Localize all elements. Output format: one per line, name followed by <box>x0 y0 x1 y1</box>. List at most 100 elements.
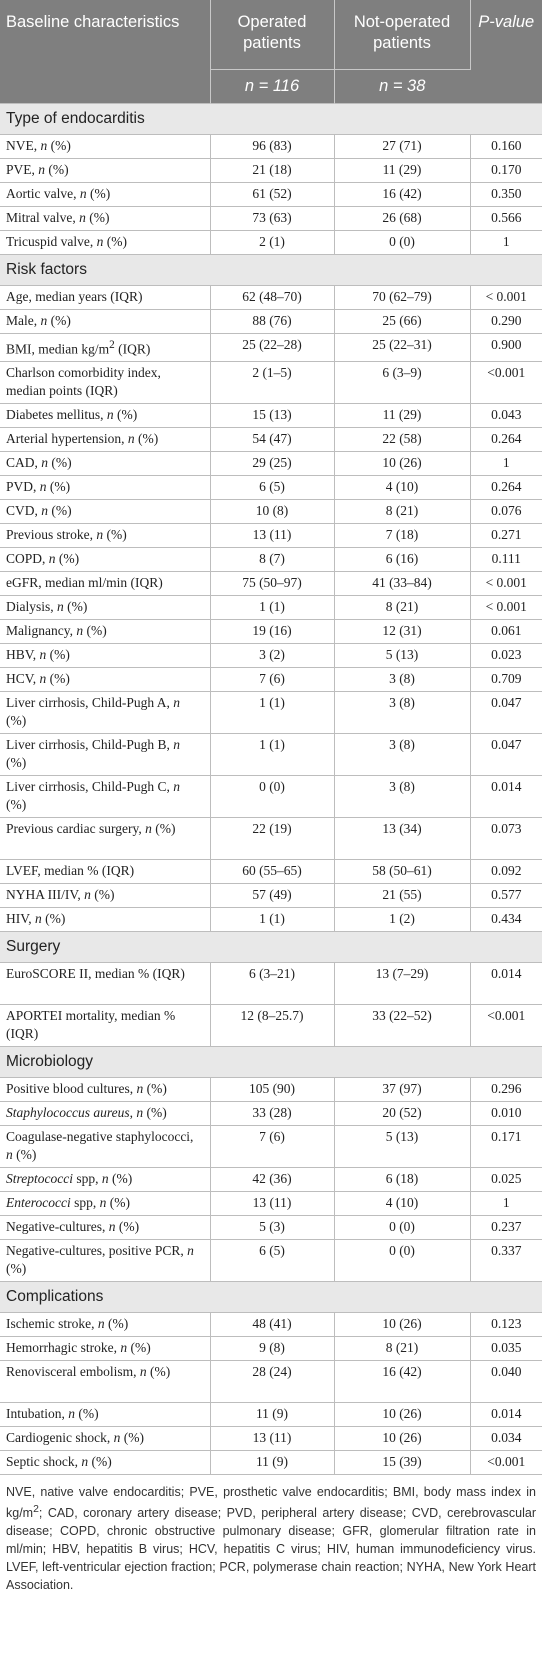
label-italic-n: n <box>76 622 84 638</box>
table-row: Age, median years (IQR) 62 (48–70) 70 (62–… <box>0 285 542 310</box>
p-value: 0.111 <box>470 547 542 572</box>
table-row: Mitral valve, n (%) 73 (63) 26 (68) 0.566 <box>0 206 542 231</box>
p-value: 0.350 <box>470 182 542 207</box>
footnote-sup: 2 <box>33 1503 39 1515</box>
header-n-operated-text: n = 116 <box>244 77 300 95</box>
table-row: Diabetes mellitus, n (%) 15 (13) 11 (29) 0.… <box>0 403 542 428</box>
label-text: Diabetes mellitus, <box>6 406 107 422</box>
row-label: Dialysis, n (%) <box>0 595 211 620</box>
table-row: Septic shock, n (%) 11 (9) 15 (39) <0.001 <box>0 1450 542 1475</box>
table-row: Previous stroke, n (%) 13 (11) 7 (18) 0.271 <box>0 523 542 548</box>
label-text: Hemorrhagic stroke, <box>6 1339 121 1355</box>
label-text: Renovisceral embolism, <box>6 1363 140 1379</box>
p-value: 0.123 <box>470 1312 542 1337</box>
label-italic-n: n <box>139 1363 147 1379</box>
table-row: PVD, n (%) 6 (5) 4 (10) 0.264 <box>0 475 542 500</box>
table-row: Cardiogenic shock, n (%) 13 (11) 10 (26) 0.… <box>0 1426 542 1451</box>
p-value: 0.434 <box>470 907 542 932</box>
operated-value: 54 (47) <box>210 427 335 452</box>
operated-value: 60 (55–65) <box>210 859 335 884</box>
table-row: LVEF, median % (IQR) 60 (55–65) 58 (50–61)… <box>0 859 542 884</box>
header-n-not-operated-text: n = 38 <box>379 77 426 95</box>
table-row: HCV, n (%) 7 (6) 3 (8) 0.709 <box>0 667 542 692</box>
not-operated-value: 33 (22–52) <box>334 1004 471 1047</box>
label-suffix: (%) <box>46 478 71 494</box>
row-label: Hemorrhagic stroke, n (%) <box>0 1336 211 1361</box>
table-row: Previous cardiac surgery, n (%) 22 (19) 13… <box>0 817 542 860</box>
label-text: , <box>129 1104 137 1120</box>
header-baseline-characteristics: Baseline characteristics <box>0 0 211 104</box>
row-label: Positive blood cultures, n (%) <box>0 1077 211 1102</box>
operated-value: 13 (11) <box>210 1191 335 1216</box>
label-text: Liver cirrhosis, Child-Pugh C, <box>6 778 174 794</box>
label-suffix: (%) <box>46 670 70 686</box>
label-text: Previous cardiac surgery, <box>6 820 146 836</box>
row-label: HIV, n (%) <box>0 907 211 932</box>
operated-value: 1 (1) <box>210 907 335 932</box>
p-value: 0.296 <box>470 1077 542 1102</box>
label-text: Cardiogenic shock, <box>6 1429 114 1445</box>
table-row: Enterococci spp, n (%) 13 (11) 4 (10) 1 <box>0 1191 542 1216</box>
label-text: Negative-cultures, positive PCR, <box>6 1242 188 1258</box>
p-value: 0.264 <box>470 427 542 452</box>
label-suffix: (%) <box>6 712 27 728</box>
row-label: Cardiogenic shock, n (%) <box>0 1426 211 1451</box>
operated-value: 57 (49) <box>210 883 335 908</box>
label-suffix: (%) <box>104 1315 129 1331</box>
table-page: Baseline characteristics Operated patien… <box>0 0 542 1594</box>
row-label: EuroSCORE II, median % (IQR) <box>0 962 211 1005</box>
not-operated-value: 6 (3–9) <box>334 361 471 404</box>
row-label: Previous cardiac surgery, n (%) <box>0 817 211 860</box>
not-operated-value: 37 (97) <box>334 1077 471 1102</box>
label-text: Mitral valve, <box>6 210 80 225</box>
row-label: Ischemic stroke, n (%) <box>0 1312 211 1337</box>
label-suffix: (%) <box>85 210 110 225</box>
table-body: Type of endocarditis NVE, n (%) 96 (83) 27 … <box>0 103 542 1475</box>
not-operated-value: 11 (29) <box>334 403 471 428</box>
label-italic-n: n <box>108 1218 116 1234</box>
label-text: Intubation, <box>6 1405 69 1421</box>
p-value: 0.035 <box>470 1336 542 1361</box>
operated-value: 28 (24) <box>210 1360 335 1403</box>
p-value: 0.900 <box>470 333 542 362</box>
label-suffix: (%) <box>103 526 127 542</box>
p-value: 0.709 <box>470 667 542 692</box>
label-suffix: (%) <box>88 1453 112 1469</box>
header-p-value-text: P-value <box>478 13 535 31</box>
table-row: Hemorrhagic stroke, n (%) 9 (8) 8 (21) 0.03… <box>0 1336 542 1361</box>
table-footnote: NVE, native valve endocarditis; PVE, pro… <box>0 1475 542 1594</box>
table-row: PVE, n (%) 21 (18) 11 (29) 0.170 <box>0 158 542 183</box>
label-text: Ischemic stroke, <box>6 1315 98 1331</box>
p-value: 0.171 <box>470 1125 542 1168</box>
label-suffix: (%) <box>6 1260 27 1276</box>
table-row: Malignancy, n (%) 19 (16) 12 (31) 0.061 <box>0 619 542 644</box>
operated-value: 1 (1) <box>210 733 335 776</box>
label-text: Arterial hypertension, <box>6 430 128 446</box>
operated-value: 8 (7) <box>210 547 335 572</box>
label-text: Malignancy, <box>6 622 77 638</box>
table-row: Charlson comorbidity index, median point… <box>0 361 542 404</box>
row-label: Intubation, n (%) <box>0 1402 211 1427</box>
row-label: Coagulase-negative staphylococci, n (%) <box>0 1125 211 1168</box>
operated-value: 3 (2) <box>210 643 335 668</box>
row-label: HBV, n (%) <box>0 643 211 668</box>
not-operated-value: 6 (18) <box>334 1167 471 1192</box>
header-not-operated-patients: Not-operated patients <box>334 0 471 70</box>
operated-value: 33 (28) <box>210 1101 335 1126</box>
label-suffix: (%) <box>48 454 72 470</box>
label-text: Aortic valve, <box>6 186 80 201</box>
table-row: Negative-cultures, n (%) 5 (3) 0 (0) 0.237 <box>0 1215 542 1240</box>
label-text: Age, median years (IQR) <box>6 289 143 304</box>
table-row: Intubation, n (%) 11 (9) 10 (26) 0.014 <box>0 1402 542 1427</box>
row-label: Charlson comorbidity index, median point… <box>0 361 211 404</box>
operated-value: 9 (8) <box>210 1336 335 1361</box>
operated-value: 75 (50–97) <box>210 571 335 596</box>
p-value: 0.025 <box>470 1167 542 1192</box>
row-label: NYHA III/IV, n (%) <box>0 883 211 908</box>
p-value: <0.001 <box>470 1004 542 1047</box>
row-label: LVEF, median % (IQR) <box>0 859 211 884</box>
not-operated-value: 3 (8) <box>334 733 471 776</box>
label-text: EuroSCORE II, median % (IQR) <box>6 965 185 981</box>
p-value: 0.577 <box>470 883 542 908</box>
label-text: PVD, <box>6 478 40 494</box>
